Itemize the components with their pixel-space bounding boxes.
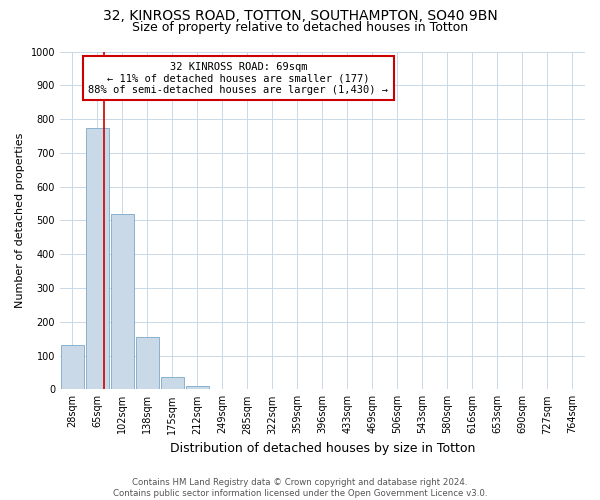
Bar: [86, 128, 109, 390]
Bar: [161, 378, 184, 390]
Text: Contains HM Land Registry data © Crown copyright and database right 2024.
Contai: Contains HM Land Registry data © Crown c…: [113, 478, 487, 498]
Bar: [61, 346, 84, 390]
Bar: [136, 337, 159, 390]
Bar: [111, 214, 134, 390]
Text: 32 KINROSS ROAD: 69sqm
← 11% of detached houses are smaller (177)
88% of semi-de: 32 KINROSS ROAD: 69sqm ← 11% of detached…: [88, 62, 388, 95]
Text: Size of property relative to detached houses in Totton: Size of property relative to detached ho…: [132, 21, 468, 34]
X-axis label: Distribution of detached houses by size in Totton: Distribution of detached houses by size …: [170, 442, 475, 455]
Bar: [186, 386, 209, 390]
Y-axis label: Number of detached properties: Number of detached properties: [15, 132, 25, 308]
Text: 32, KINROSS ROAD, TOTTON, SOUTHAMPTON, SO40 9BN: 32, KINROSS ROAD, TOTTON, SOUTHAMPTON, S…: [103, 9, 497, 23]
